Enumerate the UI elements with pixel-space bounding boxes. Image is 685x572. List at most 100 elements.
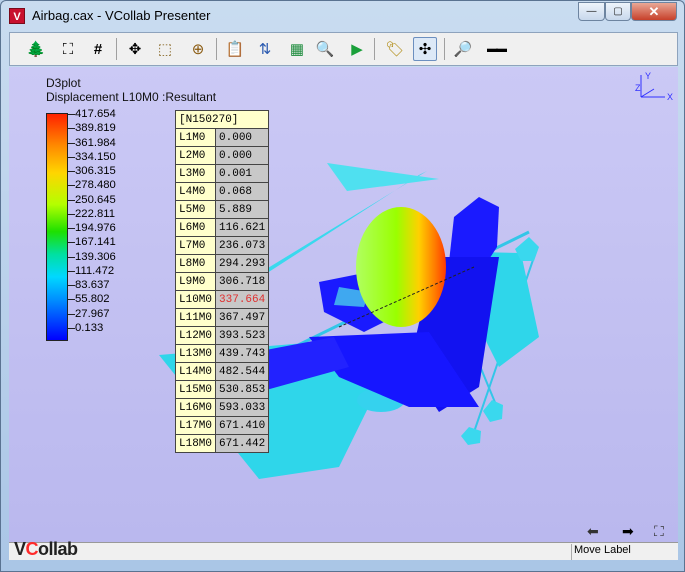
step-name: L8M0 (174, 254, 217, 273)
legend-tick (68, 185, 75, 187)
table-row[interactable]: L5M0 5.889 (174, 200, 270, 219)
table-row[interactable]: L15M0 530.853 (174, 380, 270, 399)
step-value: 482.544 (215, 362, 270, 381)
play-icon[interactable]: ▶ (351, 40, 363, 58)
table-row[interactable]: L7M0 236.073 (174, 236, 270, 255)
toolbar-divider (444, 38, 445, 60)
node-history-table[interactable]: [N150270] L1M0 0.000 L2M0 0.000 L3M0 0.001 L4M… (174, 110, 270, 453)
step-name: L1M0 (174, 128, 217, 147)
notes-icon[interactable]: 📋 (225, 40, 245, 58)
step-name: L5M0 (174, 200, 217, 219)
table-row[interactable]: L9M0 306.718 (174, 272, 270, 291)
headrest (449, 197, 499, 267)
table-row[interactable]: L6M0 116.621 (174, 218, 270, 237)
window-title: Airbag.cax - VCollab Presenter (32, 8, 211, 23)
dots-icon[interactable]: ▬▬ (487, 42, 507, 55)
legend-colorbar (46, 113, 68, 341)
legend-tick (68, 156, 75, 158)
status-divider (571, 544, 572, 560)
section-icon[interactable]: ⊕ (191, 40, 205, 58)
back-arrow-icon[interactable]: ⬅ (587, 523, 599, 539)
sort-icon[interactable]: ⇅ (258, 40, 272, 58)
legend-tick (68, 313, 75, 315)
move-label-icon[interactable]: ✣ (413, 37, 437, 61)
model-scene[interactable]: X YZ (9, 67, 678, 542)
probe-icon[interactable]: 🔍 (315, 40, 335, 58)
legend-value: 389.819 (75, 122, 116, 135)
step-value: 671.410 (215, 416, 270, 435)
label-icon[interactable]: 🏷 (385, 40, 405, 58)
title-bar[interactable]: V Airbag.cax - VCollab Presenter — ▢ ✕ (1, 1, 684, 31)
joint-node (483, 400, 503, 422)
legend-tick (68, 142, 75, 144)
tree-icon[interactable]: 🌲 (26, 40, 46, 58)
legend-value: 83.637 (75, 279, 110, 291)
status-text: Move Label (574, 544, 631, 556)
legend-value: 27.967 (75, 307, 110, 320)
joint-node (461, 427, 481, 445)
legend-tick (68, 114, 75, 115)
minimize-button[interactable]: — (578, 2, 605, 21)
legend-value: 194.976 (75, 222, 116, 234)
status-bar: Move Label (9, 542, 678, 560)
table-row[interactable]: L2M0 0.000 (174, 146, 270, 165)
step-name: L6M0 (174, 218, 217, 237)
contour-icon[interactable]: ▦ (289, 40, 305, 58)
toolbar: 🌲 ⛶ # ✥ ⬚ ⊕ 📋 ⇅ ▦ 🔍 ▶ 🏷 ✣ 🔎 ▬▬ (9, 32, 678, 66)
legend-value: 417.654 (75, 108, 116, 120)
result-label: Displacement L10M0 :Resultant (46, 90, 217, 104)
app-icon: V (9, 8, 25, 24)
vcollab-logo: VCollab (14, 539, 78, 560)
legend-tick (68, 256, 75, 258)
step-value: 593.033 (215, 398, 270, 417)
table-row[interactable]: L4M0 0.068 (174, 182, 270, 201)
step-name: L16M0 (174, 398, 217, 417)
close-button[interactable]: ✕ (631, 2, 677, 21)
table-row[interactable]: L12M0 393.523 (174, 326, 270, 345)
step-value: 367.497 (215, 308, 270, 327)
legend-tick (68, 270, 75, 272)
legend-value: 222.811 (75, 207, 115, 220)
step-value: 5.889 (215, 200, 270, 219)
toolbar-divider (116, 38, 117, 60)
step-value: 0.000 (215, 128, 270, 147)
zoom-icon[interactable]: 🔎 (453, 40, 473, 58)
step-value: 306.718 (215, 272, 270, 291)
axis-label-y: Y (645, 71, 651, 81)
table-row[interactable]: L1M0 0.000 (174, 128, 270, 147)
table-row[interactable]: L11M0 367.497 (174, 308, 270, 327)
table-row[interactable]: L8M0 294.293 (174, 254, 270, 273)
fit-view-icon[interactable]: ⛶ (62, 40, 74, 58)
table-row[interactable]: L17M0 671.410 (174, 416, 270, 435)
table-row[interactable]: L13M0 439.743 (174, 344, 270, 363)
table-row[interactable]: L3M0 0.001 (174, 164, 270, 183)
step-name: L9M0 (174, 272, 217, 291)
table-row[interactable]: L14M0 482.544 (174, 362, 270, 381)
legend-value: 139.306 (75, 250, 116, 263)
legend-value: 306.315 (75, 165, 116, 177)
axis-triad (640, 88, 655, 98)
axis-label-z: Z (635, 83, 641, 93)
maximize-button[interactable]: ▢ (605, 2, 631, 21)
legend-tick (68, 128, 75, 130)
step-name: L14M0 (174, 362, 217, 381)
fullscreen-icon[interactable]: ⛶ (654, 523, 664, 539)
forward-arrow-icon[interactable]: ➡ (622, 523, 634, 539)
box-icon[interactable]: ⬚ (157, 40, 173, 58)
legend-tick (68, 199, 75, 201)
table-row[interactable]: L10M0 337.664 (174, 290, 270, 309)
step-value: 530.853 (215, 380, 270, 399)
roof-plate (327, 163, 439, 191)
node-id-header: [N150270] (174, 110, 270, 129)
grid-icon[interactable]: # (93, 40, 103, 58)
legend-tick (68, 171, 75, 172)
step-name: L12M0 (174, 326, 217, 345)
table-row[interactable]: L16M0 593.033 (174, 398, 270, 417)
legend-value: 0.133 (75, 321, 104, 334)
legend-value: 250.645 (75, 193, 116, 206)
expand-icon[interactable]: ✥ (128, 40, 142, 58)
step-value: 671.442 (215, 434, 270, 453)
table-row[interactable]: L18M0 671.442 (174, 434, 270, 453)
